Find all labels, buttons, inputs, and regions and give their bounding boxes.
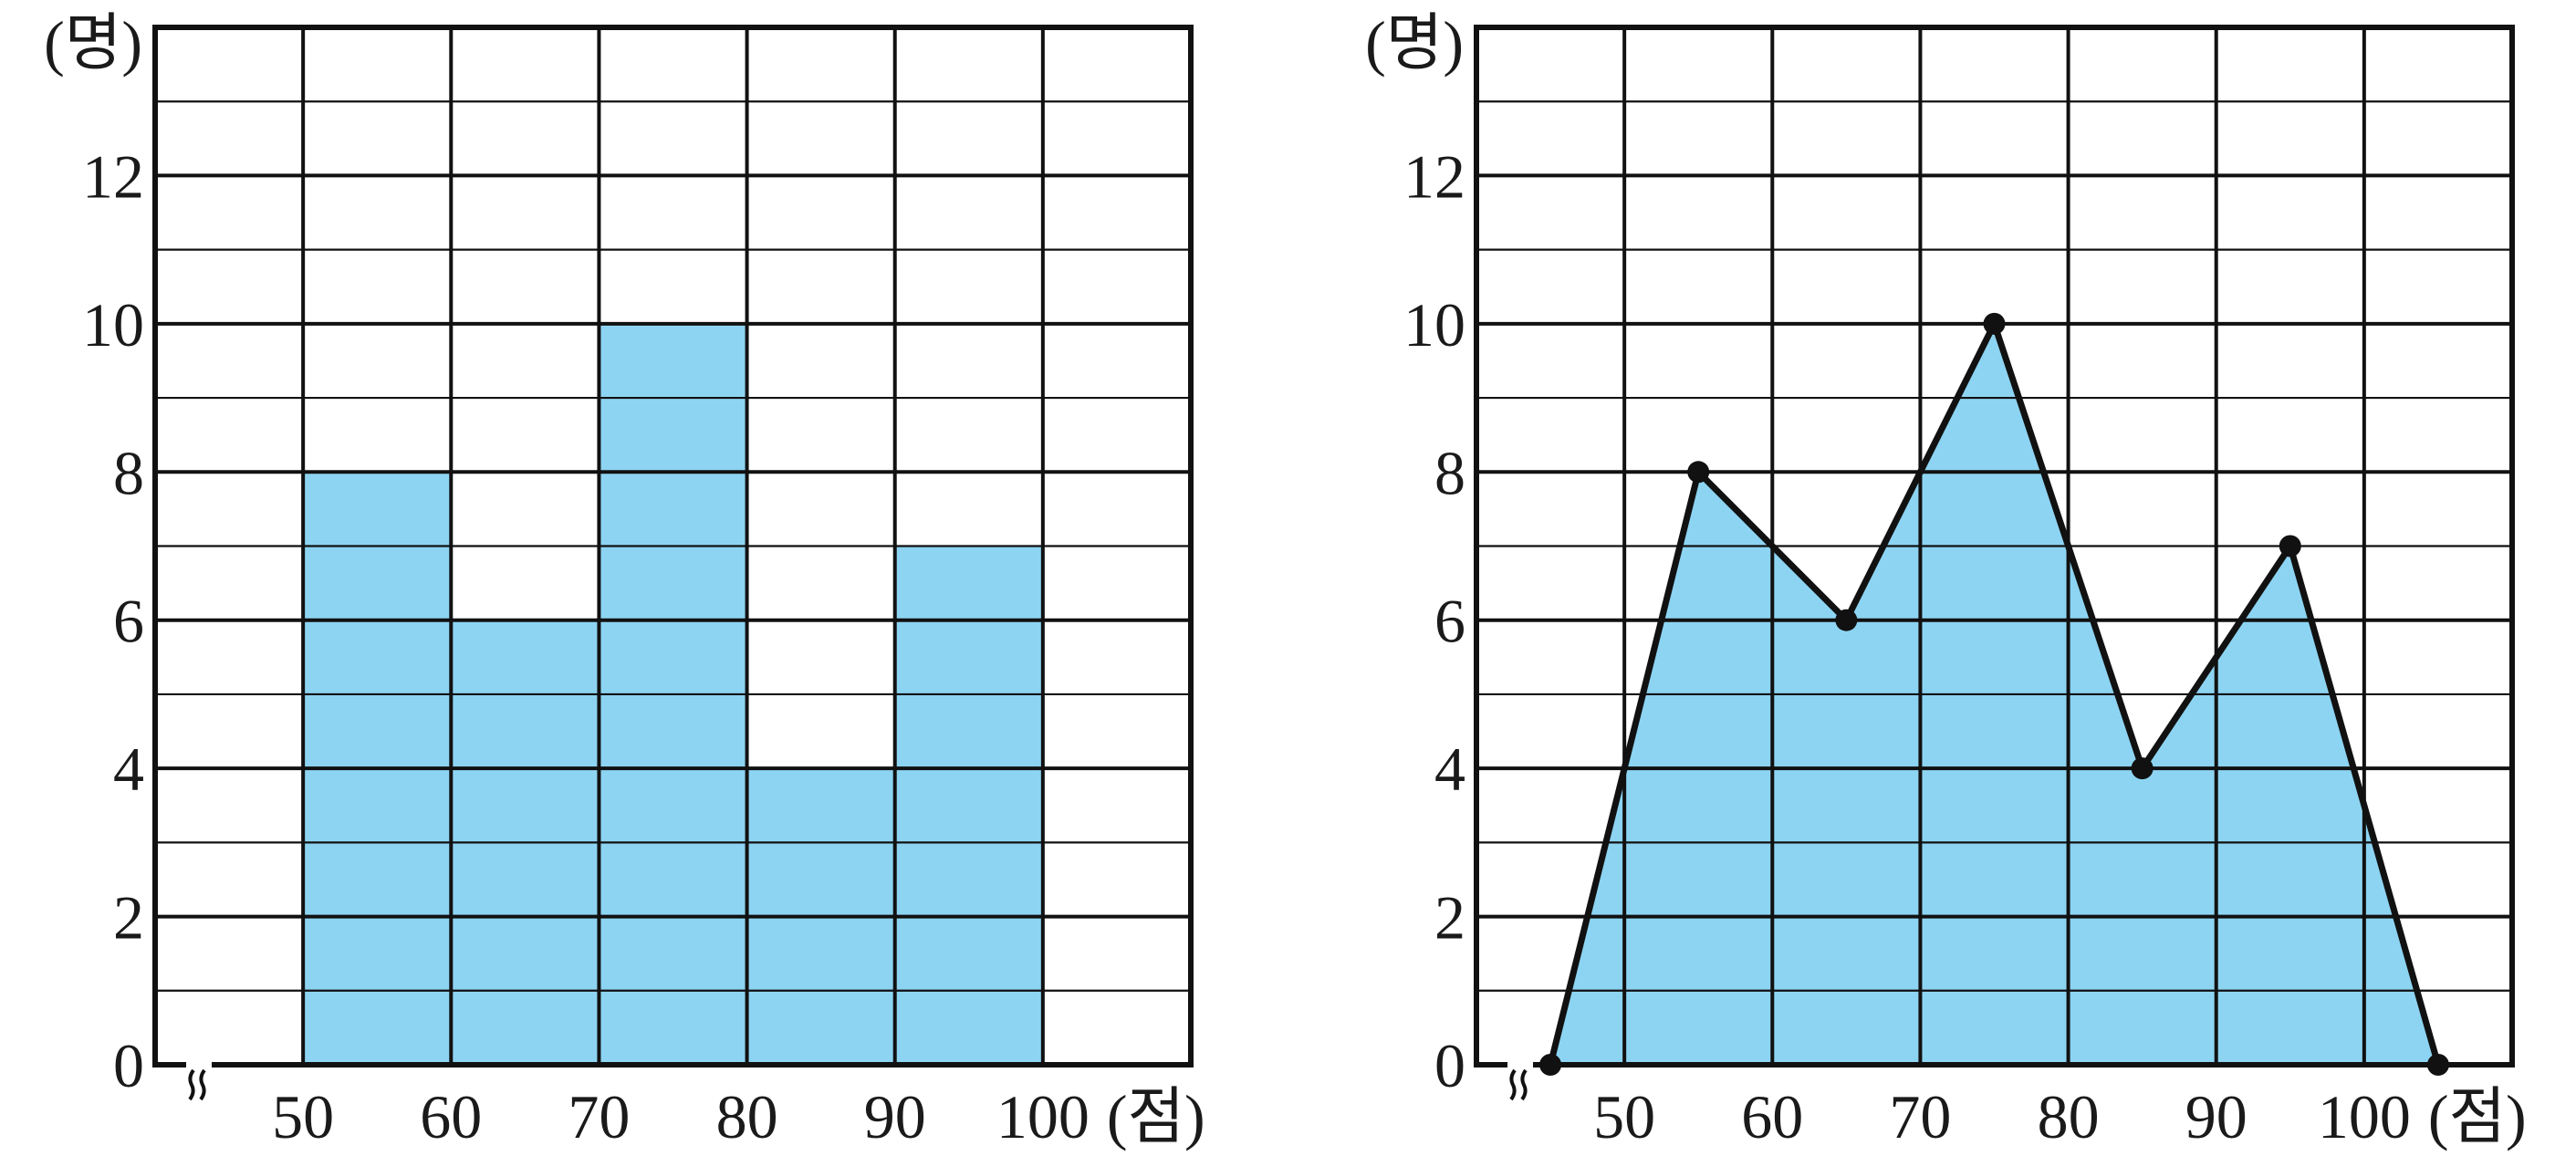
x-tick-label: 80 xyxy=(2038,1082,2100,1151)
x-tick-label: 90 xyxy=(2185,1082,2247,1151)
y-tick-label: 12 xyxy=(1403,141,1465,211)
x-tick-label: 60 xyxy=(420,1082,482,1151)
x-tick-label: 80 xyxy=(716,1082,778,1151)
y-tick-label: 4 xyxy=(113,734,144,804)
y-tick-label: 12 xyxy=(82,141,144,211)
histogram-bar xyxy=(894,546,1043,1065)
y-tick-label: 2 xyxy=(1434,883,1465,953)
y-axis-unit: (명) xyxy=(44,8,142,78)
y-tick-label: 4 xyxy=(1434,734,1465,804)
histogram-chart: 0 2 4 6 8 10 12 (명) 50 60 70 80 90 100 (점) xyxy=(44,8,1205,1151)
x-tick-label: 100 xyxy=(2318,1082,2411,1151)
x-tick-label: 70 xyxy=(568,1082,630,1151)
y-tick-label: 0 xyxy=(113,1031,144,1100)
axis-break-mark xyxy=(199,1068,206,1101)
data-point xyxy=(2426,1054,2449,1076)
plot-frame xyxy=(152,25,1194,1067)
y-tick-label: 8 xyxy=(113,438,144,507)
data-point xyxy=(1687,461,1710,484)
x-tick-label: 50 xyxy=(272,1082,334,1151)
frequency-polygon-chart: 0 2 4 6 8 10 12 (명) 50 60 70 80 90 100 (점) xyxy=(1365,8,2527,1151)
data-point xyxy=(1983,312,2006,335)
y-tick-label: 6 xyxy=(113,587,144,656)
x-axis-unit: (점) xyxy=(1107,1082,1205,1151)
x-tick-label: 50 xyxy=(1593,1082,1655,1151)
axis-break-mark xyxy=(188,1068,195,1101)
data-point xyxy=(1835,609,1858,631)
plot-frame xyxy=(1474,25,2515,1067)
x-tick-label: 70 xyxy=(1889,1082,1951,1151)
y-tick-label: 10 xyxy=(1403,290,1465,359)
x-tick-label: 60 xyxy=(1741,1082,1803,1151)
y-tick-label: 0 xyxy=(1434,1031,1465,1100)
y-tick-label: 10 xyxy=(82,290,144,359)
x-axis-unit: (점) xyxy=(2428,1082,2527,1151)
y-tick-label: 2 xyxy=(113,883,144,953)
axis-break-mark xyxy=(1509,1068,1517,1101)
axis-break-mark xyxy=(1520,1068,1528,1101)
x-tick-label: 100 xyxy=(996,1082,1090,1151)
y-tick-label: 6 xyxy=(1434,587,1465,656)
x-tick-label: 90 xyxy=(864,1082,926,1151)
data-point xyxy=(1539,1054,1562,1076)
data-point xyxy=(2131,757,2154,780)
y-axis-unit: (명) xyxy=(1365,8,1464,78)
y-tick-label: 8 xyxy=(1434,438,1465,507)
data-point xyxy=(2279,535,2301,557)
